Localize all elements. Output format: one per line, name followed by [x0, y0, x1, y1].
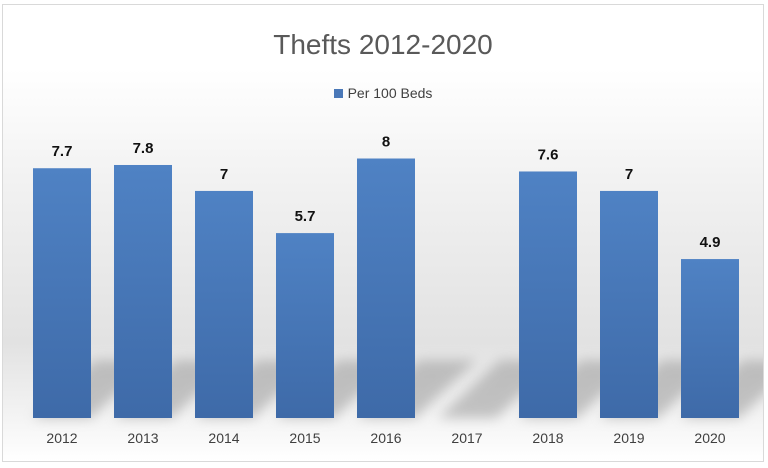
x-tick-2013: 2013: [127, 430, 158, 446]
bar-2012: [33, 168, 91, 418]
bar-2019: [600, 191, 658, 418]
x-tick-2017: 2017: [451, 430, 482, 446]
data-label-2019: 7: [625, 166, 633, 183]
bar-2014: [195, 191, 253, 418]
x-axis-ticks: 2012 2013 2014 2015 2016 2017 2018 2019 2020: [46, 430, 725, 446]
data-label-2016: 8: [382, 134, 390, 151]
data-label-2020: 4.9: [700, 234, 721, 251]
x-tick-2019: 2019: [613, 430, 644, 446]
chart-area: Thefts 2012-2020 Per 100 Beds 7.7 7.8 7 5.7…: [2, 4, 764, 462]
bar-2015: [276, 233, 334, 418]
x-tick-2020: 2020: [694, 430, 725, 446]
plot-area: 7.7 7.875.787.674.9 2012 2013 2014 2015 2016 2…: [3, 5, 764, 462]
bar-2013: [114, 165, 172, 418]
data-label-2015: 5.7: [295, 208, 316, 225]
data-label-2012: 7.7: [52, 143, 73, 160]
x-tick-2014: 2014: [208, 430, 239, 446]
x-tick-2012: 2012: [46, 430, 77, 446]
bar-2020: [681, 259, 739, 418]
data-label-2018: 7.6: [538, 146, 559, 163]
x-tick-2016: 2016: [370, 430, 401, 446]
x-tick-2015: 2015: [289, 430, 320, 446]
bar-2016: [357, 159, 415, 419]
x-tick-2018: 2018: [532, 430, 563, 446]
bars: [33, 159, 739, 419]
data-label-2014: 7: [220, 166, 228, 183]
bar-2018: [519, 171, 577, 418]
data-label-2013: 7.8: [133, 140, 154, 157]
